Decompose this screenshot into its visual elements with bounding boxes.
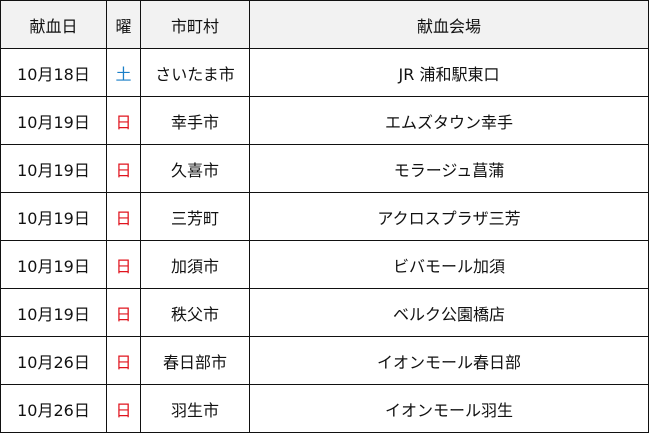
weekday-cell: 日 [106,192,141,241]
weekday-cell: 日 [106,144,141,193]
city-cell: さいたま市 [140,48,250,97]
table-row: 10月26日日春日部市 イオンモール春日部 [0,336,649,385]
venue-cell: JR 浦和駅東口 [249,48,649,97]
table-row: 10月26日日羽生市 イオンモール羽生 [0,384,649,433]
header-city: 市町村 [140,0,250,49]
city-cell: 久喜市 [140,144,250,193]
weekday-cell: 日 [106,240,141,289]
table-row: 10月19日日加須市 ビバモール加須 [0,240,649,289]
date-cell: 10月19日 [0,288,107,337]
header-date: 献血日 [0,0,107,49]
header-weekday: 曜 [106,0,141,49]
date-cell: 10月19日 [0,192,107,241]
city-cell: 秩父市 [140,288,250,337]
weekday-cell: 日 [106,96,141,145]
date-cell: 10月19日 [0,96,107,145]
date-cell: 10月19日 [0,144,107,193]
venue-cell: イオンモール羽生 [249,384,649,433]
table-row: 10月19日日久喜市 モラージュ菖蒲 [0,144,649,193]
venue-cell: ビバモール加須 [249,240,649,289]
venue-cell: ベルク公園橋店 [249,288,649,337]
weekday-cell: 日 [106,384,141,433]
city-cell: 羽生市 [140,384,250,433]
date-cell: 10月19日 [0,240,107,289]
venue-cell: モラージュ菖蒲 [249,144,649,193]
weekday-cell: 日 [106,336,141,385]
date-cell: 10月18日 [0,48,107,97]
weekday-cell: 土 [106,48,141,97]
city-cell: 加須市 [140,240,250,289]
weekday-cell: 日 [106,288,141,337]
table-row: 10月18日土さいたま市 JR 浦和駅東口 [0,48,649,97]
date-cell: 10月26日 [0,336,107,385]
table-row: 10月19日日幸手市 エムズタウン幸手 [0,96,649,145]
header-row: 献血日 曜 市町村 献血会場 [0,0,649,49]
venue-cell: イオンモール春日部 [249,336,649,385]
table-row: 10月19日日秩父市 ベルク公園橋店 [0,288,649,337]
venue-cell: エムズタウン幸手 [249,96,649,145]
city-cell: 幸手市 [140,96,250,145]
city-cell: 三芳町 [140,192,250,241]
date-cell: 10月26日 [0,384,107,433]
city-cell: 春日部市 [140,336,250,385]
table-row: 10月19日日三芳町 アクロスプラザ三芳 [0,192,649,241]
header-venue: 献血会場 [249,0,649,49]
venue-cell: アクロスプラザ三芳 [249,192,649,241]
